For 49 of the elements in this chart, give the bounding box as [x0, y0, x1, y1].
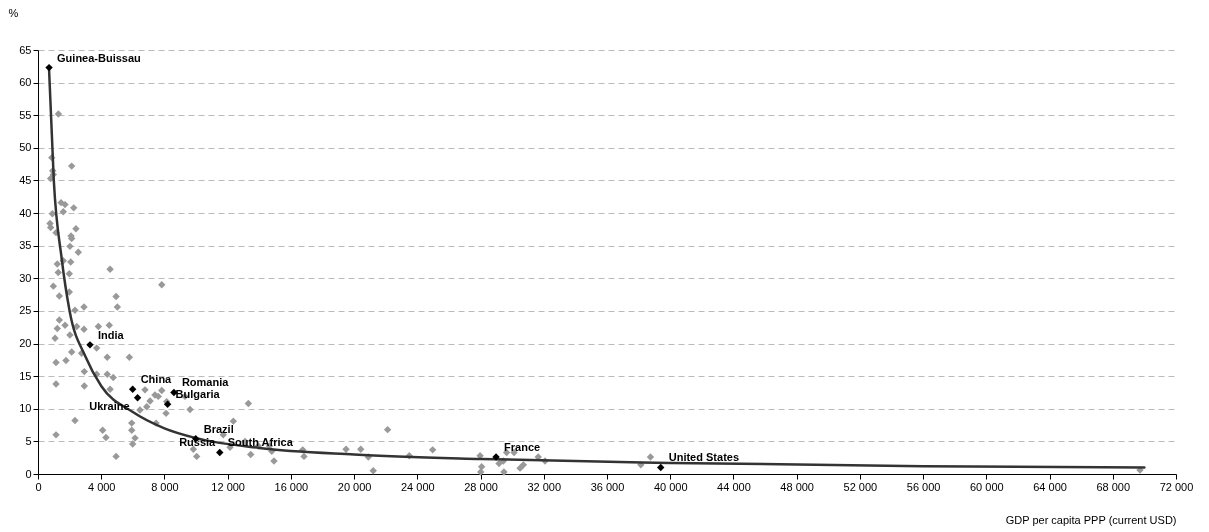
y-tick-label: 65 — [19, 43, 32, 56]
x-tick-label: 20 000 — [337, 480, 372, 493]
y-tick-label: 35 — [19, 239, 32, 252]
x-tick-label: 72 000 — [1159, 480, 1194, 493]
x-tick-label: 64 000 — [1033, 480, 1067, 493]
x-tick-label: 24 000 — [401, 480, 435, 493]
annotation: India — [98, 328, 125, 341]
y-tick-label: 5 — [25, 434, 32, 447]
annotation: Romania — [181, 376, 230, 389]
x-tick-label: 44 000 — [717, 480, 751, 493]
y-tick-label: 15 — [19, 369, 32, 382]
x-tick-label: 16 000 — [274, 480, 309, 493]
point — [216, 448, 224, 457]
annotation: Russia — [179, 436, 217, 449]
y-tick-label: 45 — [19, 173, 32, 186]
x-tick-label: 0 — [35, 480, 42, 493]
x-tick-label: 48 000 — [780, 480, 814, 493]
annotation: United States — [668, 451, 740, 464]
y-tick-label: 55 — [19, 108, 32, 121]
x-tick-label: 52 000 — [843, 480, 878, 493]
y-tick-label: 30 — [19, 271, 32, 284]
annotation: France — [504, 441, 541, 454]
annotation: China — [140, 373, 173, 386]
y-tick-label: 20 — [19, 337, 32, 350]
x-tick-label: 32 000 — [527, 480, 562, 493]
y-tick-label: 10 — [19, 402, 32, 415]
x-tick-label: 8 000 — [151, 480, 179, 493]
point — [133, 393, 142, 402]
x-tick-label: 28 000 — [464, 480, 498, 493]
y-tick-label: 25 — [19, 304, 32, 317]
y-tick-label: 0 — [25, 467, 32, 480]
annotation: Brazil — [203, 422, 234, 435]
point — [128, 385, 137, 393]
y-tick-label: 40 — [19, 206, 32, 219]
x-tick-label: 68 000 — [1096, 480, 1131, 493]
x-tick-label: 40 000 — [653, 480, 688, 493]
y-tick-label: 60 — [19, 76, 32, 89]
x-tick-label: 36 000 — [590, 480, 625, 493]
point — [45, 63, 53, 72]
annotation: Guinea-Buissau — [57, 51, 141, 64]
x-tick-label: 60 000 — [970, 480, 1004, 493]
y-tick-label: 50 — [19, 141, 32, 154]
annotation: Bulgaria — [175, 388, 221, 401]
x-tick-label: 12 000 — [211, 480, 245, 493]
y-axis-title: % — [8, 6, 19, 19]
x-axis-title: GDP per capita PPP (current USD) — [1005, 513, 1177, 526]
point — [657, 463, 665, 472]
x-tick-label: 56 000 — [906, 480, 941, 493]
x-tick-label: 4 000 — [87, 480, 116, 493]
